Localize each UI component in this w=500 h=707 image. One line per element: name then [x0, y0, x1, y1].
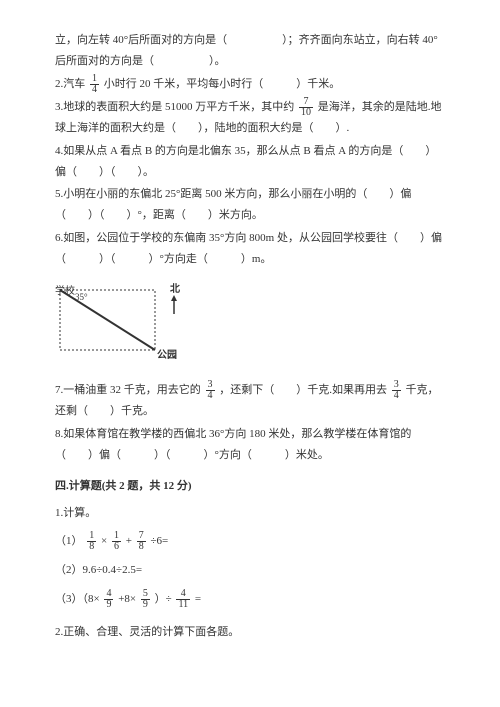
question-8: 8.如果体育馆在教学楼的西偏北 36°方向 180 米处，那么教学楼在体育馆的（…: [55, 424, 445, 466]
question-3: 3.地球的表面积大约是 51000 万平方千米，其中约 710 是海洋，其余的是…: [55, 97, 445, 139]
question-7: 7.一桶油重 32 千克，用去它的 34 ，还剩下（ ）千克.如果再用去 34 …: [55, 380, 445, 422]
label-angle: 35°: [75, 292, 88, 302]
calc-1-title: 1.计算。: [55, 503, 445, 524]
c13-b: +8×: [118, 593, 139, 605]
q7-text-b: ，还剩下（ ）千克.如果再用去: [219, 384, 390, 396]
frac-3-4a: 34: [206, 380, 215, 401]
c11-d: ÷6=: [150, 536, 168, 548]
label-school: 学校: [55, 284, 75, 297]
question-6: 6.如图，公园位于学校的东偏南 35°方向 800m 处，从公园回学校要往（ ）…: [55, 228, 445, 270]
diagram: 学校 35° 公园 北: [55, 280, 185, 370]
frac-7-10: 710: [299, 97, 313, 118]
c13-c: ）÷: [155, 593, 175, 605]
frac-1-8: 18: [87, 531, 96, 552]
calc-2-title: 2.正确、合理、灵活的计算下面各题。: [55, 622, 445, 643]
q3-text-a: 3.地球的表面积大约是 51000 万平方千米，其中约: [55, 101, 297, 113]
frac-4-9: 49: [104, 589, 113, 610]
section-4-title: 四.计算题(共 2 题，共 12 分): [55, 476, 445, 497]
frac-5-9: 59: [141, 589, 150, 610]
frac-1-4: 14: [90, 74, 99, 95]
c11-c: +: [126, 536, 135, 548]
question-1: 立，向左转 40°后所面对的方向是（ ）；齐齐面向东站立，向右转 40°后所面对…: [55, 30, 445, 72]
c11-b: ×: [101, 536, 110, 548]
q2-text-a: 2.汽车: [55, 78, 88, 90]
c13-d: =: [195, 593, 201, 605]
label-park: 公园: [157, 349, 177, 361]
frac-4-11: 411: [176, 589, 190, 610]
calc-1-1: （1） 18 × 16 + 78 ÷6=: [55, 531, 445, 552]
question-5: 5.小明在小丽的东偏北 25°距离 500 米方向，那么小丽在小明的（ ）偏（ …: [55, 184, 445, 226]
label-north: 北: [170, 282, 180, 295]
question-4: 4.如果从点 A 看点 B 的方向是北偏东 35，那么从点 B 看点 A 的方向…: [55, 141, 445, 183]
c11-a: （1）: [55, 536, 83, 548]
page: 立，向左转 40°后所面对的方向是（ ）；齐齐面向东站立，向右转 40°后所面对…: [0, 0, 500, 667]
frac-1-6: 16: [112, 531, 121, 552]
calc-1-2: （2）9.6÷0.4÷2.5=: [55, 560, 445, 581]
frac-3-4b: 34: [392, 380, 401, 401]
c13-a: （3）（8×: [55, 593, 102, 605]
q7-text-a: 7.一桶油重 32 千克，用去它的: [55, 384, 204, 396]
frac-7-8: 78: [137, 531, 146, 552]
q2-text-b: 小时行 20 千米，平均每小时行（ ）千米。: [104, 78, 341, 90]
question-2: 2.汽车 14 小时行 20 千米，平均每小时行（ ）千米。: [55, 74, 445, 95]
calc-1-3: （3）（8× 49 +8× 59 ）÷ 411 =: [55, 589, 445, 610]
